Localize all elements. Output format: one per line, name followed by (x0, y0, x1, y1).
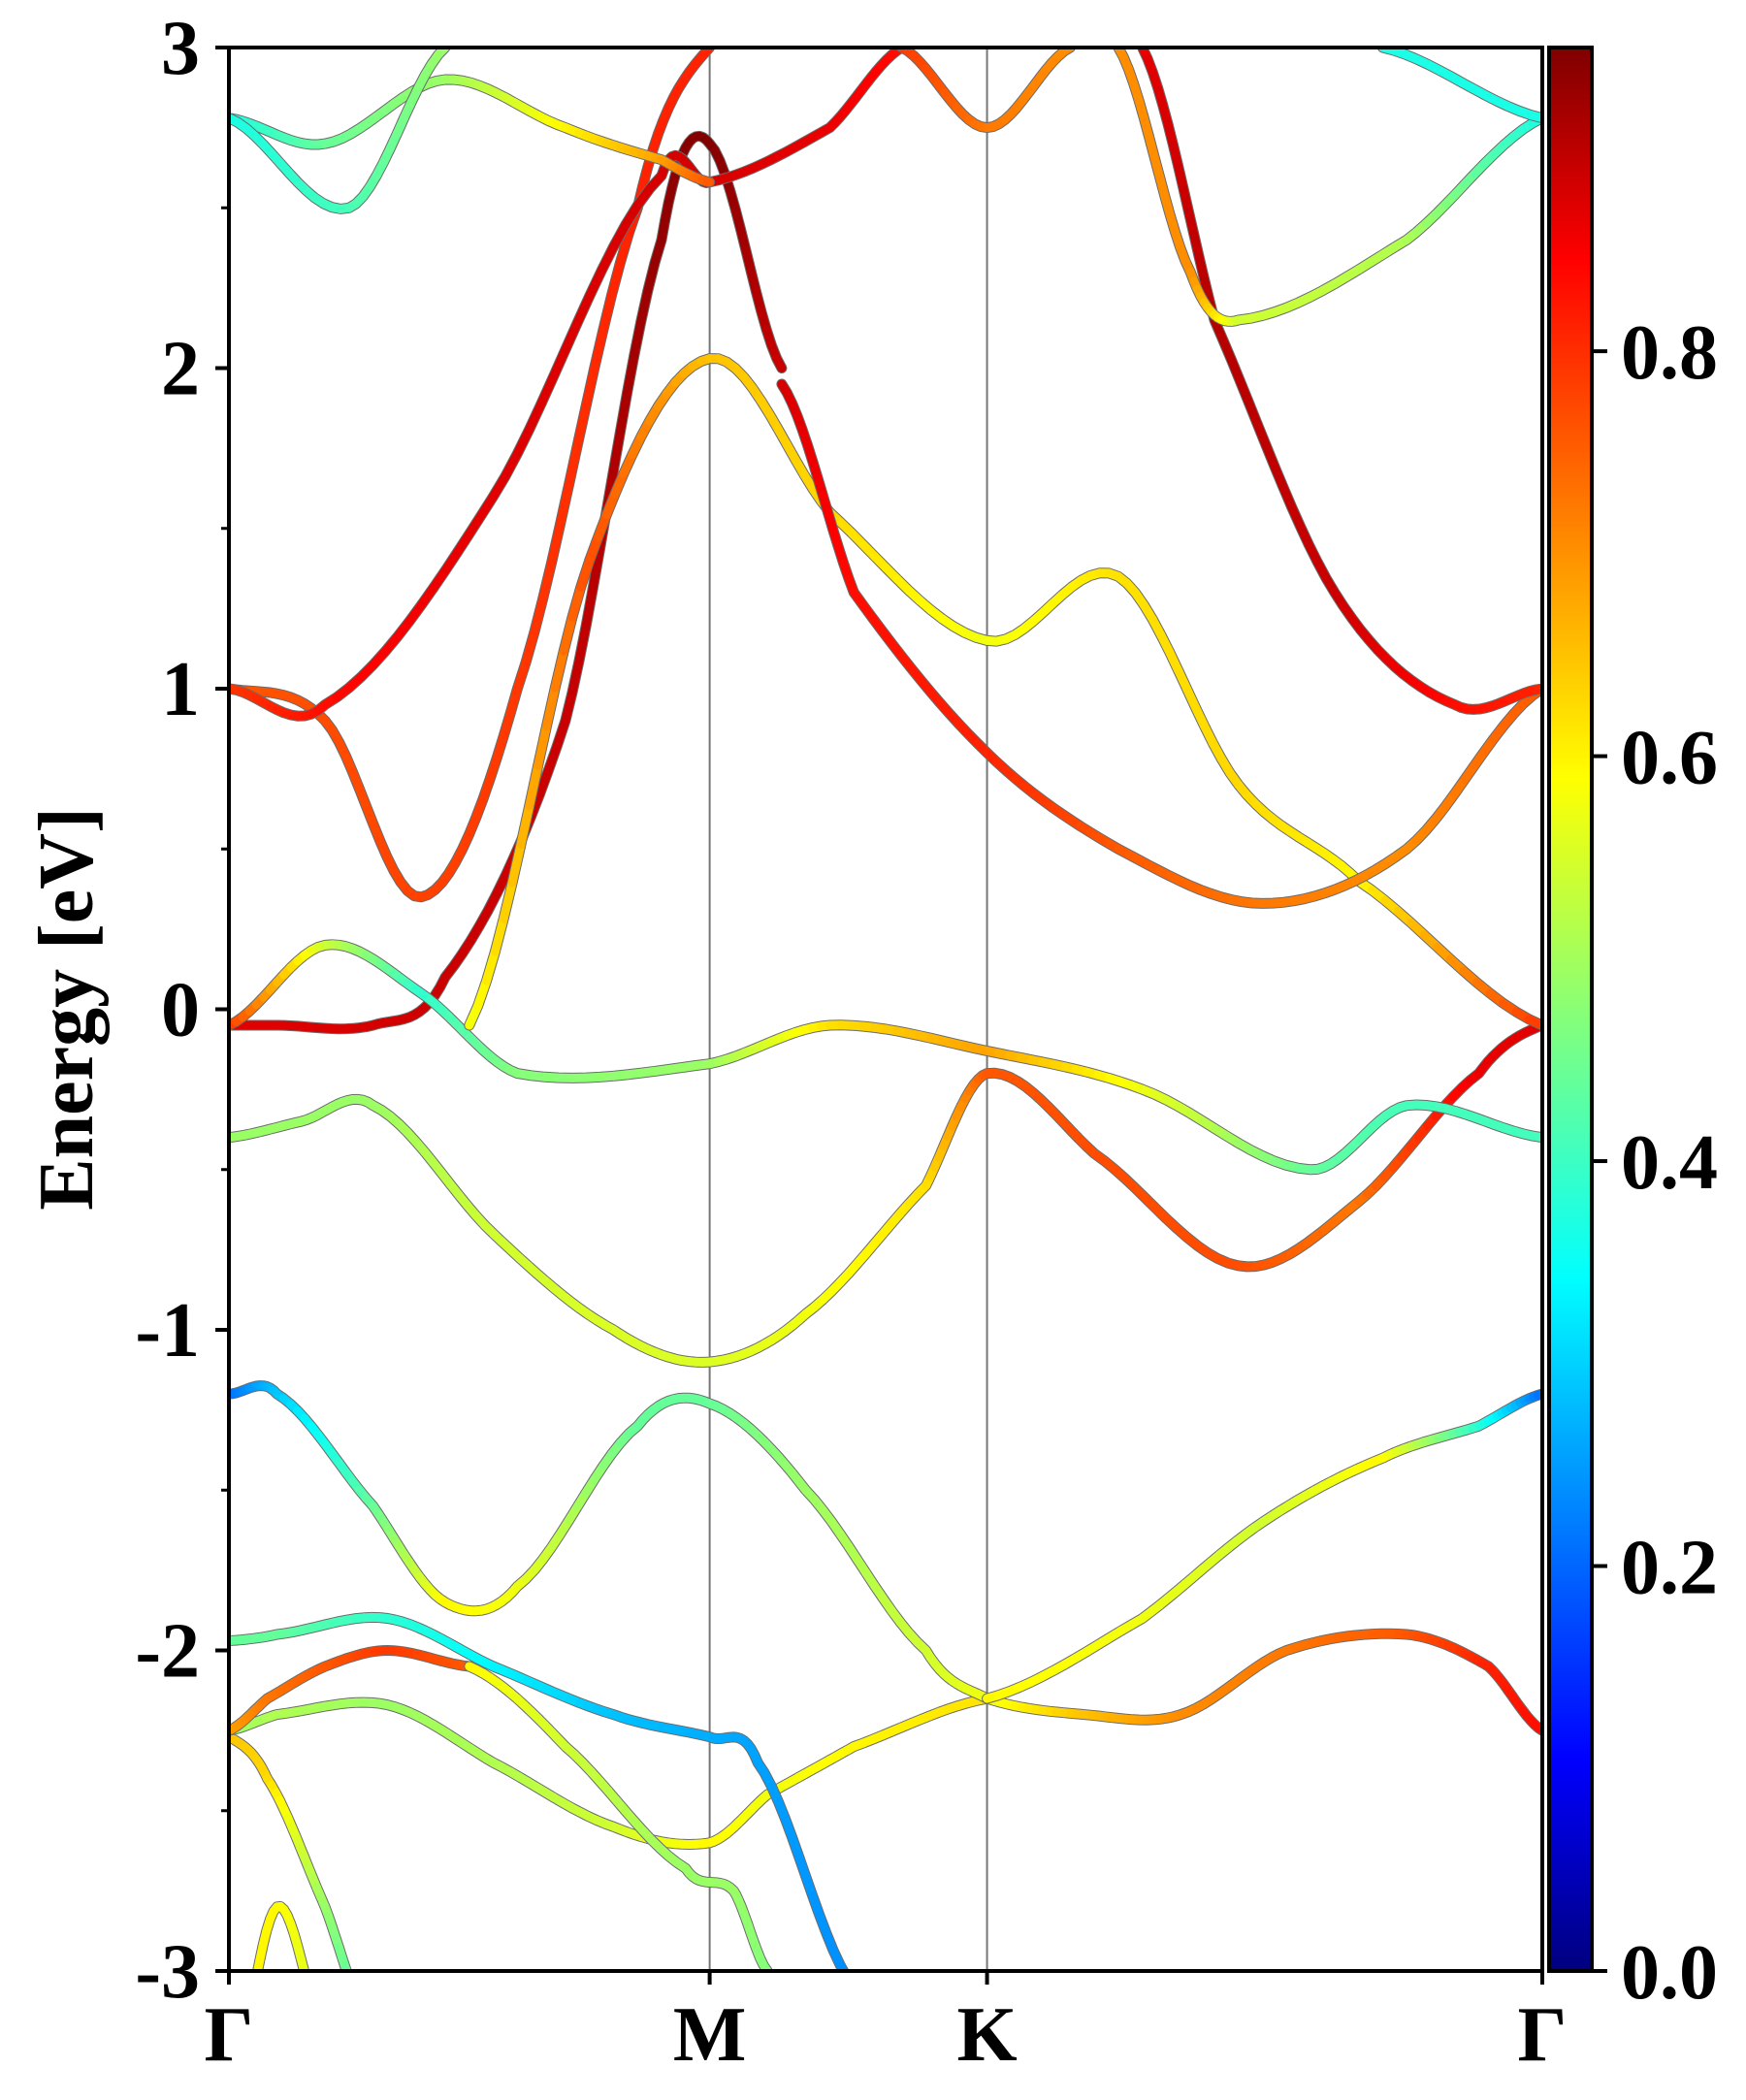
band-segment (554, 350, 566, 377)
band-segment (577, 405, 586, 445)
band-segment (521, 805, 530, 845)
kpoint-label: K (956, 1992, 1017, 2078)
band-segment (603, 295, 612, 330)
band-segment (612, 262, 621, 295)
band-segment (352, 1989, 356, 1999)
colorbar-tick-label: 0.2 (1621, 1526, 1718, 1611)
colorbar-gradient (1549, 48, 1592, 1971)
y-axis-title: Energy [eV] (24, 807, 110, 1210)
band-segment (318, 2020, 322, 2029)
kpoint-divider-lines (710, 48, 987, 1971)
band-segment (534, 598, 543, 631)
band-segment (526, 631, 534, 662)
band-segment (1530, 1019, 1543, 1025)
band-segment (552, 524, 561, 562)
band-segment (360, 2008, 364, 2017)
band-segment (566, 323, 577, 350)
band-11-outline (229, 945, 1542, 1170)
band-segment (315, 2011, 319, 2021)
y-tick-label: 3 (161, 6, 200, 91)
band-segment (305, 1972, 308, 1986)
band-segment (538, 727, 547, 766)
y-tick-label: -1 (135, 1288, 200, 1373)
colorbar-tick-label: 0.8 (1621, 310, 1718, 396)
y-tick-label: -3 (135, 1929, 200, 2015)
y-tick-label: 2 (161, 327, 200, 412)
band-segment (311, 1998, 315, 2010)
y-tick-label: -2 (135, 1609, 200, 1695)
band-segment (541, 376, 553, 404)
band-segment (564, 617, 572, 651)
colorbar-tick-label: 0.4 (1621, 1120, 1718, 1206)
band-segment (495, 919, 503, 952)
kpoint-label: Γ (1518, 1992, 1568, 2078)
band-segment (229, 2090, 233, 2095)
colorbar-tick-label: 0.0 (1621, 1930, 1718, 2016)
colorbar-tick-label: 0.6 (1621, 716, 1718, 801)
band-segment (706, 181, 710, 182)
y-axis-ticks: -3 -2 -1 0 1 2 3 (135, 6, 229, 2015)
band-segment (569, 445, 578, 485)
band-18 (229, 80, 710, 182)
band-9-outline (229, 1025, 1542, 1362)
band-segment (363, 2017, 367, 2024)
band-segment (307, 1986, 311, 1998)
band-9 (229, 1025, 1542, 1362)
band-segment (777, 358, 782, 368)
band-11 (229, 945, 1542, 1170)
band-segment (370, 2030, 373, 2035)
band-7-outline (229, 1386, 1542, 1731)
kpoint-label: M (673, 1992, 747, 2078)
band-segment (847, 1978, 854, 1987)
band-segment (487, 952, 496, 981)
band-segment (322, 2029, 326, 2035)
band-segment (543, 562, 552, 598)
band-segment (233, 2079, 237, 2090)
kpoint-label: Γ (205, 1992, 254, 2078)
colorbar-ticks: 0.0 0.2 0.4 0.6 0.8 (1592, 310, 1718, 2016)
y-tick-label: 0 (161, 968, 200, 1053)
band-segment (561, 485, 569, 524)
band-14 (469, 359, 1542, 1025)
band-segment (367, 2023, 371, 2030)
band-7 (229, 1386, 1542, 1731)
band-12-outline (229, 48, 710, 897)
band-2-outline (229, 1737, 373, 2035)
band-16 (1143, 48, 1542, 709)
band-segment (586, 367, 595, 405)
band-2 (229, 1737, 373, 2035)
band-3 (229, 1698, 987, 1844)
band-segment (572, 587, 581, 617)
band-segment (356, 1999, 360, 2008)
band-18-outline (229, 80, 710, 182)
y-tick-label: 1 (161, 647, 200, 732)
band-segment (547, 688, 556, 727)
band-12 (229, 48, 710, 897)
band-segment (555, 651, 564, 688)
band-segment (349, 1979, 353, 1988)
band-21 (1383, 48, 1543, 118)
band-segment (595, 330, 603, 367)
band-lines (229, 48, 1542, 2095)
